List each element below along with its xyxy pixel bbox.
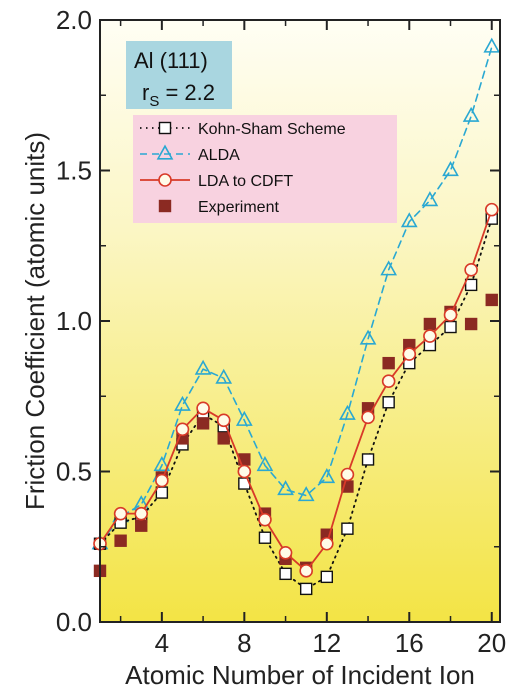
cdft-point [113, 506, 128, 521]
experiment-point [382, 356, 395, 370]
kohn-sham-point [279, 567, 292, 581]
cdft-point [216, 413, 231, 428]
alda-point [400, 212, 418, 228]
kohn-sham-point [299, 582, 313, 596]
cdft-point [381, 374, 396, 389]
legend-entry: LDA to CDFT [140, 173, 293, 190]
annotation-rs-value: = 2.2 [159, 80, 215, 105]
x-tick-label: 16 [395, 628, 424, 658]
y-tick-label: 1.0 [56, 306, 92, 336]
alda-line [99, 46, 493, 545]
cdft-point [155, 473, 169, 488]
cdft-point [361, 410, 375, 425]
alda-point [277, 480, 294, 496]
x-tick-label: 12 [312, 628, 341, 658]
legend-marker [158, 121, 172, 135]
alda-point [297, 486, 315, 502]
legend-label: ALDA [198, 147, 240, 164]
cdft-point [402, 347, 417, 361]
cdft-point [196, 401, 210, 416]
legend: Kohn-Sham Scheme ALDA LDA to CDFT Experimen… [133, 115, 397, 223]
cdft-point [237, 464, 252, 479]
kohn-sham-point [382, 396, 395, 409]
experiment-point [485, 293, 498, 307]
cdft-point [340, 467, 355, 482]
cdft-point [464, 263, 478, 277]
alda-point [380, 260, 398, 276]
cdft-point [258, 512, 272, 527]
alda-point [256, 456, 274, 472]
x-tick-label: 8 [237, 628, 251, 658]
x-axis-label: Atomic Number of Incident Ion [125, 660, 475, 690]
annotation-surface: Al (111) [134, 48, 208, 73]
legend-label: Kohn-Sham Scheme [198, 121, 346, 138]
series-cdft [93, 202, 499, 578]
legend-entry: ALDA [140, 144, 240, 164]
cdft-point [443, 308, 458, 322]
annotation-r: r [142, 80, 149, 105]
legend-entry: Kohn-Sham Scheme [140, 121, 346, 138]
annotation-background [126, 41, 232, 109]
y-tick-label: 2.0 [56, 5, 92, 35]
y-tick-label: 1.5 [56, 156, 92, 186]
cdft-point [299, 564, 313, 578]
y-tick-label: 0.0 [56, 607, 92, 637]
legend-marker [156, 144, 174, 160]
alda-point [442, 161, 459, 177]
alda-point [215, 368, 233, 384]
alda-point [359, 329, 377, 345]
annotation-box: Al (111) rS = 2.2 [126, 41, 232, 110]
legend-background [133, 115, 397, 223]
alda-point [483, 37, 501, 53]
alda-point [174, 395, 191, 411]
alda-point [235, 410, 253, 426]
kohn-sham-point [258, 531, 272, 544]
cdft-point [484, 202, 499, 217]
cdft-point [175, 422, 190, 437]
alda-point [318, 468, 336, 484]
plot-background [100, 20, 500, 622]
experiment-point [464, 317, 478, 331]
kohn-sham-point [464, 278, 478, 292]
experiment-point [423, 317, 437, 331]
series-layer [91, 37, 501, 596]
cdft-point [134, 506, 149, 521]
y-axis-label: Friction Coefficient (atomic units) [20, 132, 50, 510]
alda-point [421, 191, 439, 207]
kohn-sham-point [361, 453, 375, 466]
kohn-sham-point [155, 486, 169, 499]
annotation-rs: rS = 2.2 [142, 80, 215, 110]
experiment-point [196, 417, 210, 430]
series-alda [91, 37, 501, 550]
experiment-point [135, 519, 148, 532]
kohn-sham-point [341, 522, 354, 535]
annotation-s-subscript: S [149, 93, 159, 110]
kohn-sham-point [320, 570, 334, 584]
alda-point [153, 456, 171, 472]
alda-point [339, 404, 356, 420]
experiment-point [217, 432, 230, 445]
y-tick-label: 0.5 [56, 457, 92, 487]
x-tick-label: 4 [155, 628, 169, 658]
cdft-point [320, 536, 334, 551]
kohn-sham-point [444, 320, 457, 334]
legend-label: LDA to CDFT [198, 173, 293, 190]
legend-entry: Experiment [158, 199, 279, 216]
cdft-point [278, 545, 293, 560]
alda-point [194, 359, 212, 375]
alda-point [462, 106, 480, 122]
cdft-point [423, 329, 437, 343]
experiment-point [114, 534, 127, 547]
x-tick-label: 20 [477, 628, 506, 658]
legend-marker [158, 199, 172, 213]
ticks-layer: 0.0 0.5 1.0 1.5 2.0 4 8 12 16 20 [56, 5, 506, 658]
legend-label: Experiment [198, 199, 279, 216]
legend-marker [158, 173, 172, 187]
legend-entries: Kohn-Sham Scheme ALDA LDA to CDFT Experimen… [140, 121, 346, 216]
